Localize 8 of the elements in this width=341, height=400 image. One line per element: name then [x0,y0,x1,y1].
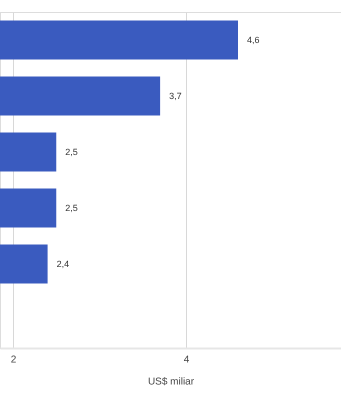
data-label: 2,5 [65,203,78,213]
x-tick-label: 4 [184,354,190,366]
x-axis-title: US$ miliar [148,376,195,388]
x-tick-label: 2 [10,354,17,366]
data-label: 2,4 [56,259,70,269]
data-label: 4,6 [247,35,260,45]
data-label: 2,5 [65,147,78,157]
data-label: 3,7 [169,91,182,101]
